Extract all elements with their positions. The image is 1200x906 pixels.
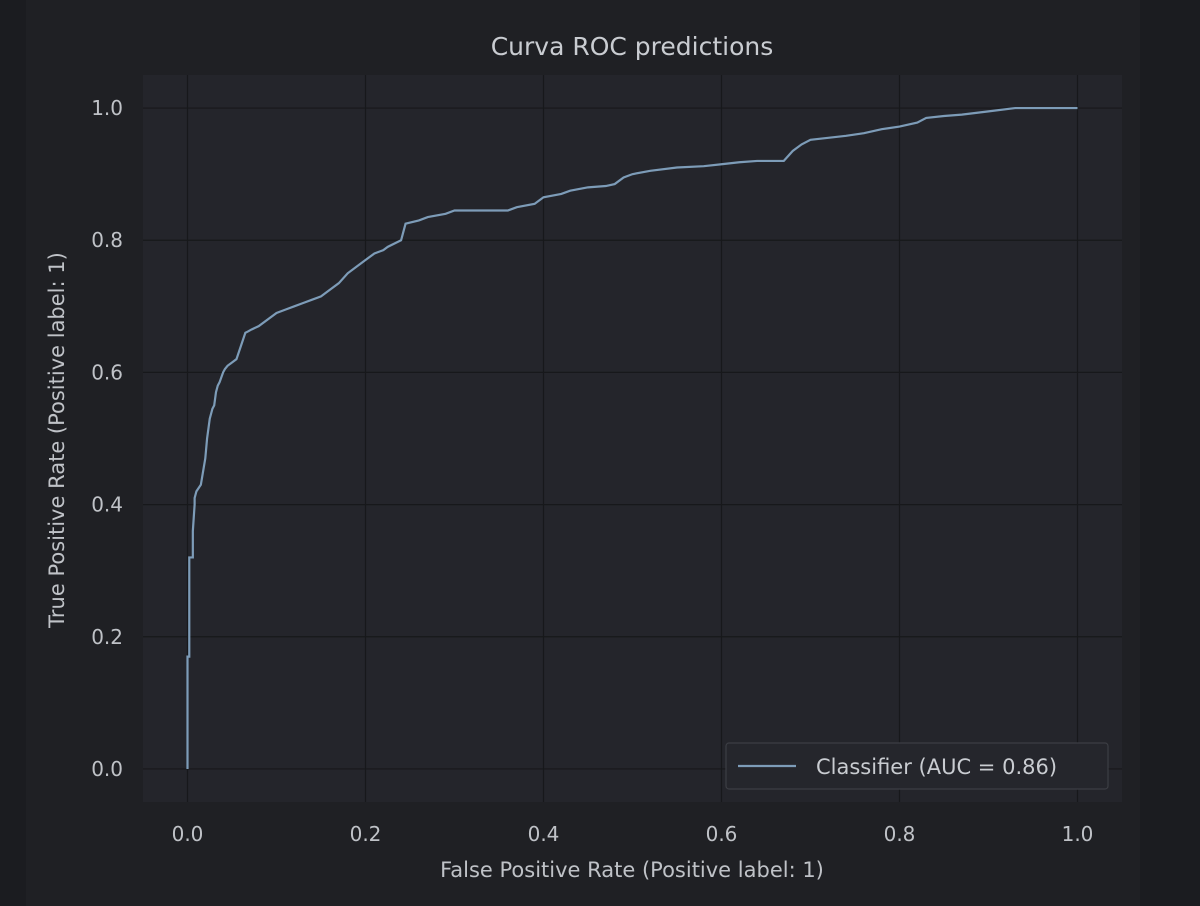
legend-entry: Classifier (AUC = 0.86) [816,755,1057,779]
series-line [186,106,1078,769]
chart-title: Curva ROC predictions [491,32,774,61]
legend-box [725,742,1109,790]
x-tick-label: 0.2 [350,822,382,846]
y-tick-label: 0.8 [91,228,123,252]
figure: 0.0 0.2 0.4 0.6 0.8 1.0 0.0 0.2 0.4 0.6 0.8 1.0 Cu… [26,0,1140,906]
y-tick-label: 0.6 [91,360,123,384]
y-tick-label: 0.0 [91,757,123,781]
x-tick-label: 1.0 [1062,822,1094,846]
x-tick-label: 0.4 [528,822,560,846]
y-tick-label: 0.2 [91,625,123,649]
y-axis-ticks: 0.0 0.2 0.4 0.6 0.8 1.0 [91,96,123,781]
x-axis-label: False Positive Rate (Positive label: 1) [440,858,824,882]
x-axis-ticks: 0.0 0.2 0.4 0.6 0.8 1.0 [172,822,1094,846]
x-tick-label: 0.6 [706,822,738,846]
y-tick-label: 0.4 [91,493,123,517]
x-tick-label: 0.8 [884,822,916,846]
plot-background [143,75,1122,802]
y-tick-label: 1.0 [91,96,123,120]
x-tick-label: 0.0 [172,822,204,846]
roc-chart: 0.0 0.2 0.4 0.6 0.8 1.0 0.0 0.2 0.4 0.6 0.8 1.0 Cu… [45,32,1122,882]
legend: Classifier (AUC = 0.86) [725,742,1109,790]
y-axis-label: True Positive Rate (Positive label: 1) [45,252,69,629]
